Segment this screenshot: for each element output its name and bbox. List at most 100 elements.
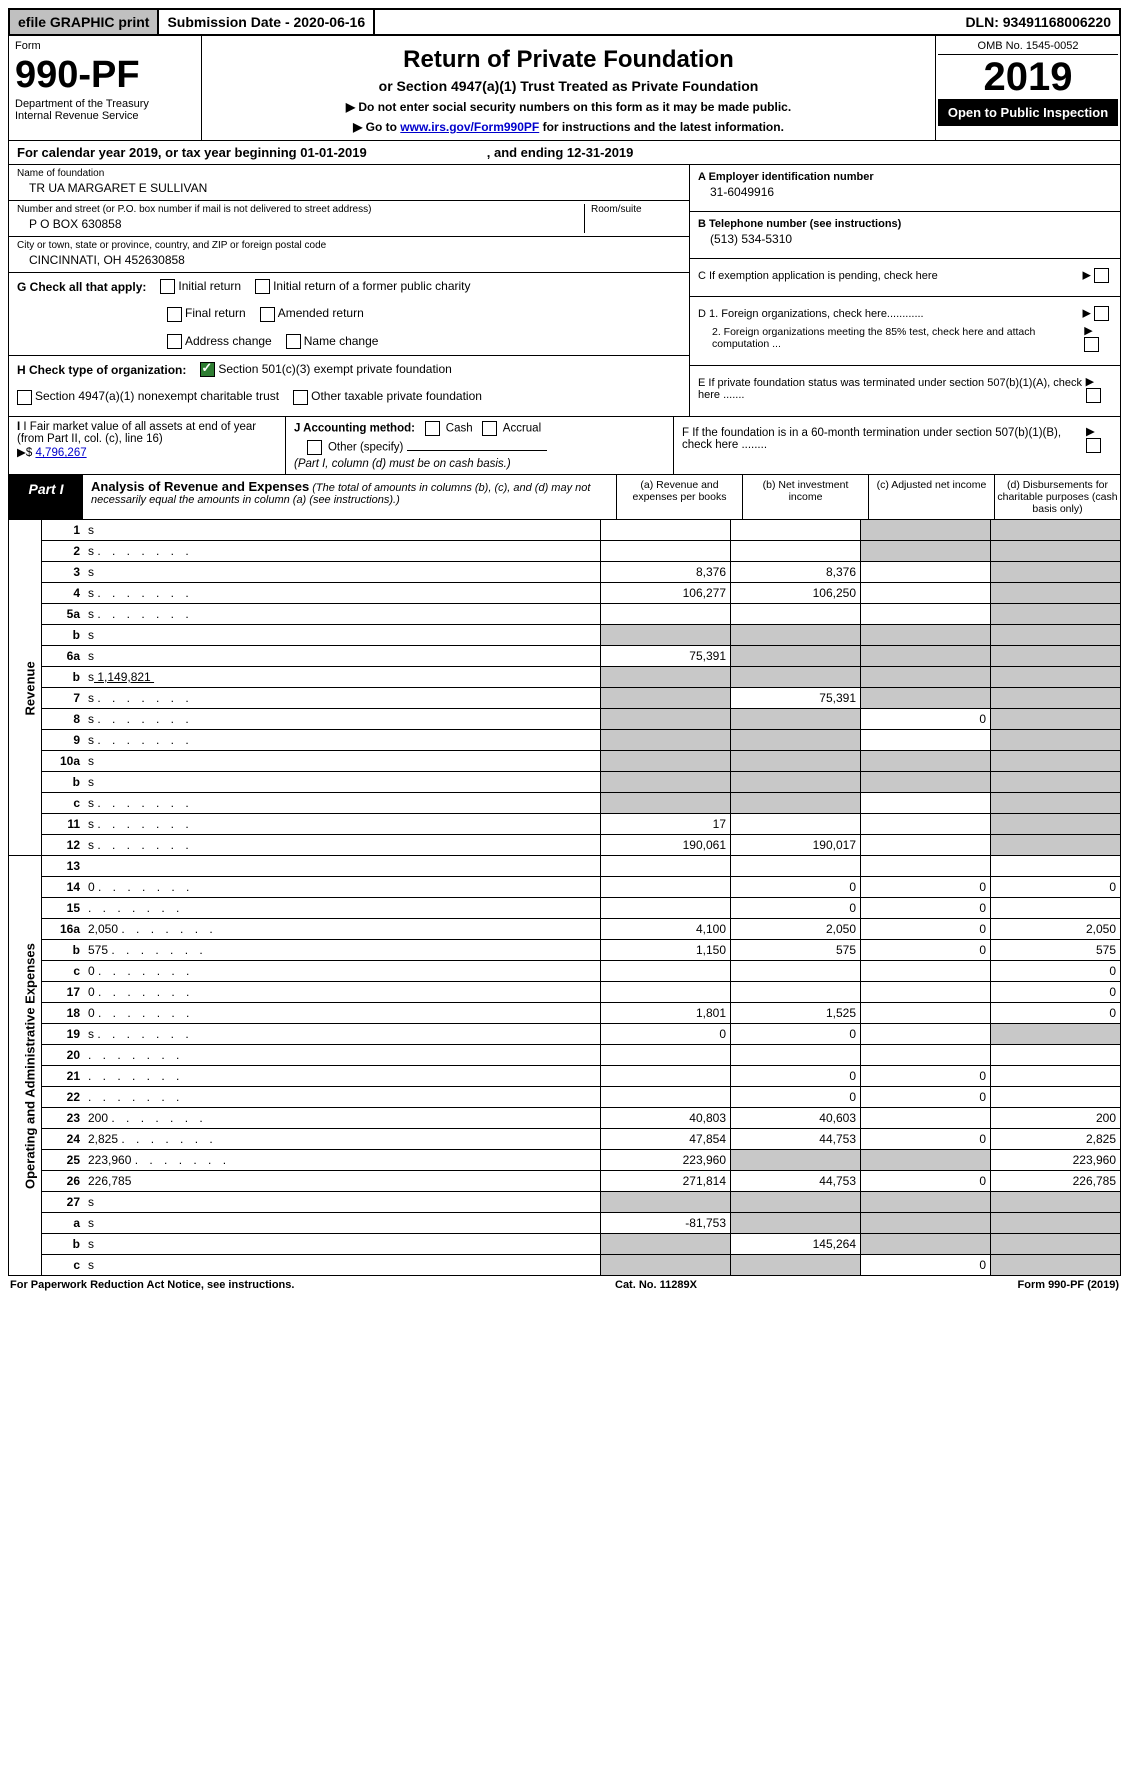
row-desc: s — [84, 520, 601, 541]
col-a-head: (a) Revenue and expenses per books — [617, 475, 743, 519]
chk-d2[interactable] — [1084, 337, 1099, 352]
cell-d: 0 — [991, 877, 1121, 898]
cell-b: 0 — [731, 877, 861, 898]
cell-b: 0 — [731, 1024, 861, 1045]
chk-other-method[interactable] — [307, 440, 322, 455]
city-label: City or town, state or province, country… — [17, 240, 681, 251]
chk-4947[interactable] — [17, 390, 32, 405]
form-title: Return of Private Foundation — [208, 46, 929, 74]
chk-address[interactable] — [167, 334, 182, 349]
chk-e[interactable] — [1086, 388, 1101, 403]
row-desc: s . . . . . . . — [84, 709, 601, 730]
cell-a — [601, 982, 731, 1003]
cell-c — [861, 1045, 991, 1066]
chk-initial-former[interactable] — [255, 279, 270, 294]
fmv-link[interactable]: 4,796,267 — [35, 447, 86, 459]
cell-b — [731, 961, 861, 982]
tel-label: B Telephone number (see instructions) — [698, 218, 1112, 230]
cell-a: 4,100 — [601, 919, 731, 940]
expenses-vlabel: Operating and Administrative Expenses — [9, 856, 42, 1276]
row-number: 5a — [42, 604, 85, 625]
row-desc: s . . . . . . . — [84, 793, 601, 814]
chk-f[interactable] — [1086, 438, 1101, 453]
cell-c: 0 — [861, 709, 991, 730]
cell-b: 0 — [731, 1066, 861, 1087]
irs-link[interactable]: www.irs.gov/Form990PF — [400, 120, 539, 134]
cell-d — [991, 1234, 1121, 1255]
e-label: E If private foundation status was termi… — [698, 377, 1086, 401]
cell-d — [991, 541, 1121, 562]
cell-d — [991, 1024, 1121, 1045]
cell-a: 0 — [601, 1024, 731, 1045]
chk-c[interactable] — [1094, 268, 1109, 283]
cell-d: 0 — [991, 961, 1121, 982]
dln-label: DLN: 93491168006220 — [957, 10, 1119, 34]
row-desc: 0 . . . . . . . — [84, 877, 601, 898]
row-desc: . . . . . . . — [84, 1066, 601, 1087]
cell-a — [601, 541, 731, 562]
cell-a — [601, 604, 731, 625]
j-note: (Part I, column (d) must be on cash basi… — [294, 458, 665, 470]
cell-c: 0 — [861, 940, 991, 961]
g-checkboxes: G Check all that apply: Initial return I… — [9, 273, 689, 356]
row-number: 11 — [42, 814, 85, 835]
cell-b: 575 — [731, 940, 861, 961]
row-desc: s — [84, 1192, 601, 1213]
cell-b — [731, 646, 861, 667]
cell-c — [861, 1108, 991, 1129]
cell-d — [991, 1066, 1121, 1087]
chk-501c3[interactable] — [200, 362, 215, 377]
form-word: Form — [15, 40, 195, 52]
cell-b — [731, 772, 861, 793]
row-desc: s . . . . . . . — [84, 604, 601, 625]
cell-b: 1,525 — [731, 1003, 861, 1024]
cell-a — [601, 1255, 731, 1276]
row-number: 24 — [42, 1129, 85, 1150]
chk-d1[interactable] — [1094, 306, 1109, 321]
row-desc: s — [84, 751, 601, 772]
note-ssn: ▶ Do not enter social security numbers o… — [208, 100, 929, 114]
chk-other-taxable[interactable] — [293, 390, 308, 405]
addr-label: Number and street (or P.O. box number if… — [17, 204, 578, 215]
part1-table: Revenue1s2s . . . . . . .3s8,3768,3764s … — [8, 520, 1121, 1276]
cell-a — [601, 625, 731, 646]
chk-amended[interactable] — [260, 307, 275, 322]
telephone: (513) 534-5310 — [698, 230, 1112, 248]
cell-c — [861, 604, 991, 625]
cell-a: 47,854 — [601, 1129, 731, 1150]
cell-d — [991, 814, 1121, 835]
cell-a — [601, 1045, 731, 1066]
row-desc: 0 . . . . . . . — [84, 961, 601, 982]
cell-c — [861, 1150, 991, 1171]
cell-c — [861, 856, 991, 877]
cell-c — [861, 625, 991, 646]
row-number: 14 — [42, 877, 85, 898]
cell-a — [601, 961, 731, 982]
chk-final[interactable] — [167, 307, 182, 322]
cell-b — [731, 625, 861, 646]
cell-d: 0 — [991, 1003, 1121, 1024]
cell-b — [731, 1192, 861, 1213]
chk-cash[interactable] — [425, 421, 440, 436]
chk-initial[interactable] — [160, 279, 175, 294]
row-number: a — [42, 1213, 85, 1234]
foundation-name: TR UA MARGARET E SULLIVAN — [17, 179, 681, 197]
tax-year: 2019 — [938, 55, 1118, 99]
row-desc: s . . . . . . . — [84, 1024, 601, 1045]
row-desc: s — [84, 562, 601, 583]
cell-b — [731, 520, 861, 541]
topbar: efile GRAPHIC print Submission Date - 20… — [8, 8, 1121, 36]
chk-accrual[interactable] — [482, 421, 497, 436]
dept-line1: Department of the Treasury — [15, 98, 195, 110]
cell-b — [731, 856, 861, 877]
cell-d — [991, 604, 1121, 625]
dept-line2: Internal Revenue Service — [15, 110, 195, 122]
revenue-vlabel: Revenue — [9, 520, 42, 856]
cell-d — [991, 520, 1121, 541]
cell-a — [601, 793, 731, 814]
entity-info: Name of foundation TR UA MARGARET E SULL… — [8, 165, 1121, 417]
cell-a — [601, 898, 731, 919]
chk-name[interactable] — [286, 334, 301, 349]
row-number: 7 — [42, 688, 85, 709]
cell-a — [601, 1192, 731, 1213]
